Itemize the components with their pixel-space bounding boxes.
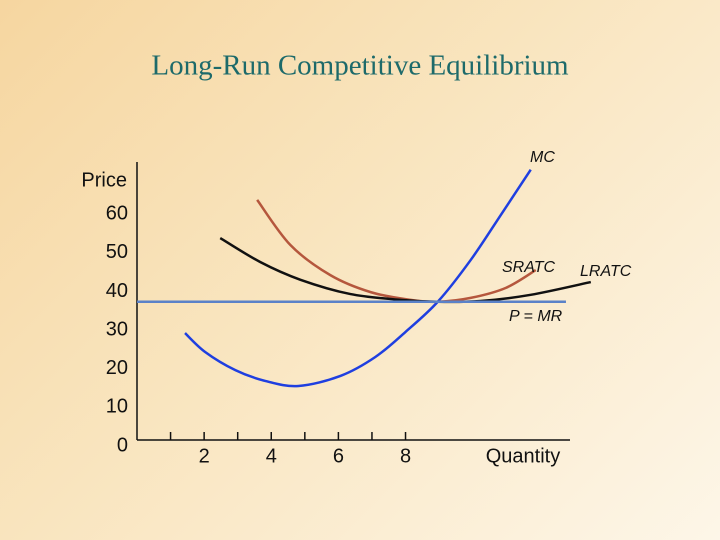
x-axis-title: Quantity	[486, 445, 560, 467]
x-tick-label: 6	[333, 445, 344, 467]
y-tick-label: 10	[106, 396, 128, 418]
curve-label: LRATC	[580, 263, 632, 280]
y-tick-label: 40	[106, 280, 128, 302]
y-tick-label: 30	[106, 318, 128, 340]
x-tick-label: 8	[400, 445, 411, 467]
curve	[219, 236, 592, 304]
curve-label: SRATC	[502, 259, 555, 276]
curve-label: MC	[530, 149, 555, 166]
y-tick-label: 20	[106, 357, 128, 379]
y-tick-label: 50	[106, 241, 128, 263]
x-tick-label: 4	[266, 445, 277, 467]
y-tick-label: 0	[117, 434, 128, 456]
curve	[184, 169, 532, 388]
y-axis-title: Price	[81, 169, 127, 191]
x-tick-label: 2	[199, 445, 210, 467]
chart-title: Long-Run Competitive Equilibrium	[151, 50, 569, 82]
curve	[256, 199, 537, 304]
curve-label: P = MR	[509, 308, 563, 325]
y-tick-label: 60	[106, 203, 128, 225]
